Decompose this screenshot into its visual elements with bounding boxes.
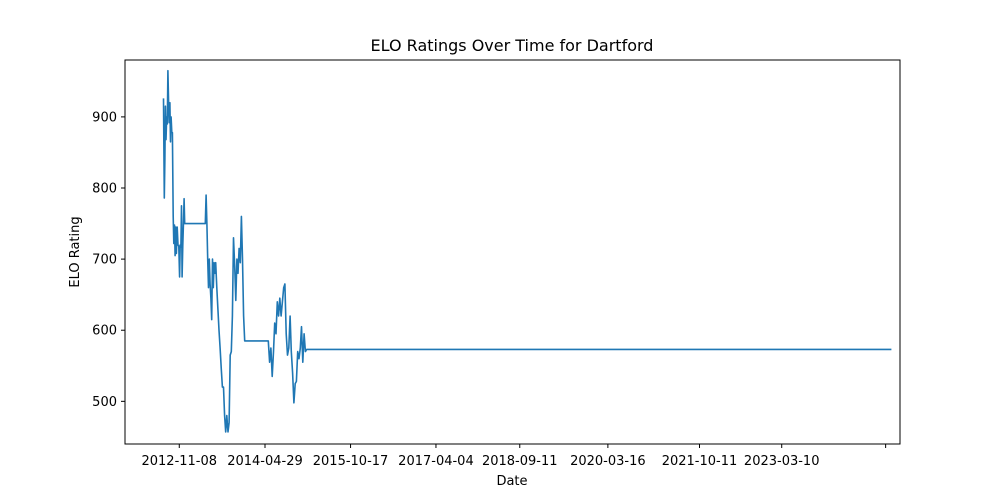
plot-area	[162, 69, 892, 433]
y-tick-label: 800	[92, 182, 117, 197]
y-axis-label: ELO Rating	[68, 216, 83, 287]
x-tick-label: 2023-03-10	[744, 454, 820, 469]
y-tick-label: 500	[92, 395, 117, 410]
x-tick-label: 2020-03-16	[570, 454, 646, 469]
y-tick-label: 600	[92, 324, 117, 339]
y-tick-label: 900	[92, 110, 117, 125]
x-axis-label: Date	[496, 474, 527, 489]
series-line	[162, 69, 892, 433]
x-tick-label: 2015-10-17	[313, 454, 389, 469]
x-tick-label: 2014-04-29	[227, 454, 303, 469]
x-tick-label: 2021-10-11	[662, 454, 738, 469]
x-tick-label: 2018-09-11	[482, 454, 558, 469]
chart-title: ELO Ratings Over Time for Dartford	[371, 36, 654, 55]
x-tick-label: 2012-11-08	[141, 454, 217, 469]
x-axis: 2012-11-08 2014-04-29 2015-10-17 2017-04-04…	[141, 444, 887, 469]
x-tick-label: 2017-04-04	[398, 454, 474, 469]
y-tick-label: 700	[92, 253, 117, 268]
y-axis: 500 600 700 800 900	[92, 110, 125, 410]
plot-frame	[124, 59, 901, 445]
